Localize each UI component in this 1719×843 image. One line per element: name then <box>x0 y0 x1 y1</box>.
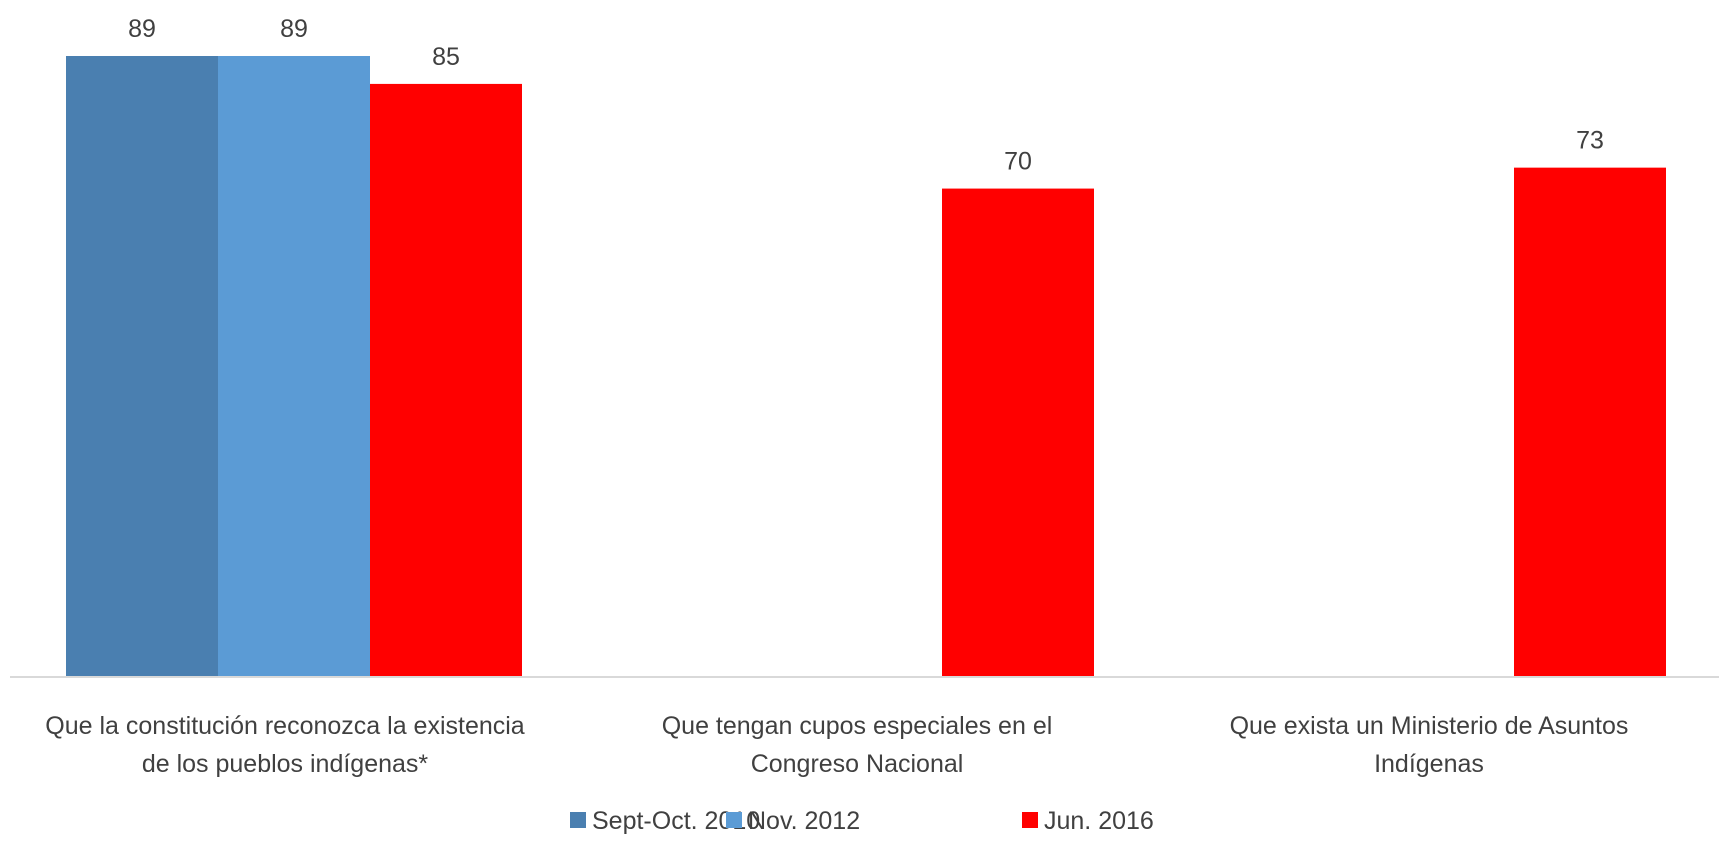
legend-swatch-2 <box>1022 812 1038 828</box>
bar-series-0-cat-0 <box>66 56 218 677</box>
data-label-series-2-cat-0: 85 <box>432 43 460 71</box>
bars-layer <box>66 56 1666 677</box>
data-label-series-1-cat-0: 89 <box>280 15 308 43</box>
data-label-series-2-cat-1: 70 <box>1004 148 1032 176</box>
legend-label-2: Jun. 2016 <box>1044 807 1154 835</box>
category-label-1-line-1: Congreso Nacional <box>751 750 964 778</box>
data-label-series-2-cat-2: 73 <box>1576 127 1604 155</box>
category-label-0-line-0: Que la constitución reconozca la existen… <box>45 712 525 740</box>
data-label-series-0-cat-0: 89 <box>128 15 156 43</box>
legend-swatch-1 <box>726 812 742 828</box>
bar-series-2-cat-2 <box>1514 168 1666 677</box>
category-label-0-line-1: de los pueblos indígenas* <box>142 750 429 778</box>
category-label-2-line-1: Indígenas <box>1374 750 1484 778</box>
category-label-2-line-0: Que exista un Ministerio de Asuntos <box>1230 712 1629 740</box>
bar-series-2-cat-0 <box>370 84 522 677</box>
legend-label-1: Nov. 2012 <box>748 807 860 835</box>
bar-series-1-cat-0 <box>218 56 370 677</box>
category-label-1-line-0: Que tengan cupos especiales en el <box>662 712 1053 740</box>
category-labels-layer: Que la constitución reconozca la existen… <box>45 712 1628 778</box>
bar-series-2-cat-1 <box>942 189 1094 677</box>
legend-swatch-0 <box>570 812 586 828</box>
